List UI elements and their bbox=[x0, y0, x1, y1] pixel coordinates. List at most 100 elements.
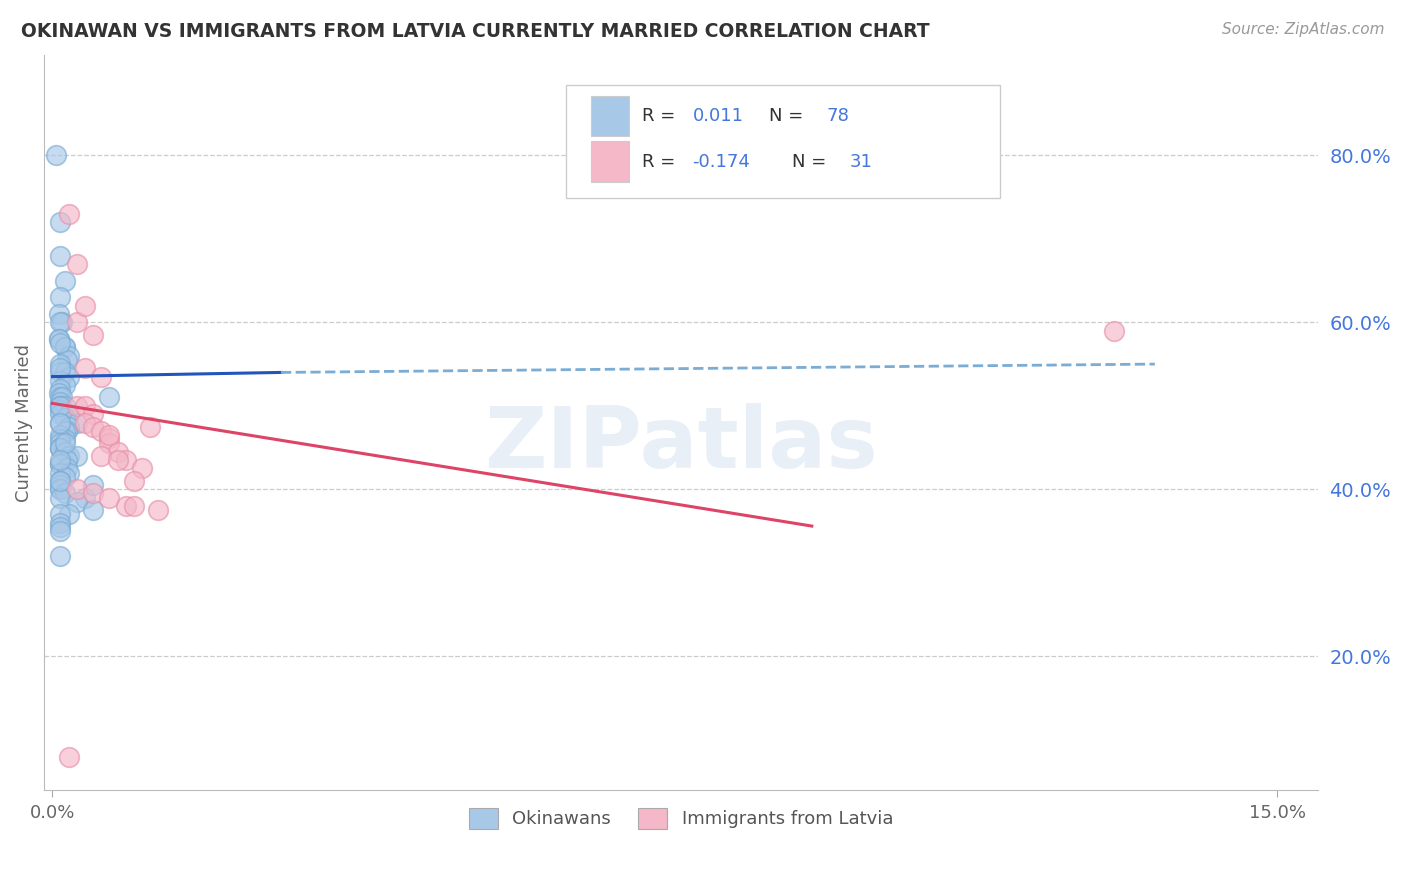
Point bbox=[107, 444, 129, 458]
Point bbox=[49, 416, 72, 430]
Point bbox=[90, 424, 112, 438]
FancyBboxPatch shape bbox=[567, 85, 1000, 198]
Text: -0.174: -0.174 bbox=[693, 153, 751, 170]
Point bbox=[53, 366, 76, 380]
Point bbox=[49, 391, 72, 405]
Point bbox=[98, 436, 121, 450]
Point bbox=[56, 424, 79, 438]
Point bbox=[122, 499, 145, 513]
Point bbox=[49, 432, 72, 446]
Text: R =: R = bbox=[641, 107, 681, 125]
Point bbox=[49, 248, 72, 262]
Point bbox=[49, 428, 72, 442]
Point bbox=[66, 449, 89, 463]
Point bbox=[66, 399, 89, 413]
Point bbox=[53, 378, 76, 392]
Point bbox=[49, 474, 72, 488]
Point bbox=[73, 399, 96, 413]
Point bbox=[53, 340, 76, 354]
Text: R =: R = bbox=[641, 153, 681, 170]
Point bbox=[49, 366, 72, 380]
Point bbox=[49, 399, 72, 413]
Point bbox=[49, 357, 72, 371]
Point bbox=[148, 503, 170, 517]
Point bbox=[49, 524, 72, 538]
Text: OKINAWAN VS IMMIGRANTS FROM LATVIA CURRENTLY MARRIED CORRELATION CHART: OKINAWAN VS IMMIGRANTS FROM LATVIA CURRE… bbox=[21, 22, 929, 41]
Legend: Okinawans, Immigrants from Latvia: Okinawans, Immigrants from Latvia bbox=[463, 801, 900, 836]
Point bbox=[49, 441, 72, 455]
Text: N =: N = bbox=[769, 107, 808, 125]
Point bbox=[82, 419, 104, 434]
Point bbox=[49, 374, 72, 388]
Point bbox=[49, 290, 72, 304]
Point bbox=[98, 391, 121, 405]
Point bbox=[53, 411, 76, 425]
Point bbox=[48, 386, 70, 401]
Point bbox=[49, 315, 72, 329]
Point bbox=[82, 486, 104, 500]
Point bbox=[58, 349, 80, 363]
Point bbox=[114, 499, 136, 513]
Point bbox=[58, 508, 80, 522]
Point bbox=[49, 483, 72, 497]
Point bbox=[49, 441, 72, 455]
Point bbox=[48, 332, 70, 346]
Text: ZIPatlas: ZIPatlas bbox=[484, 403, 877, 486]
Point bbox=[53, 274, 76, 288]
Point bbox=[51, 391, 73, 405]
Point bbox=[82, 478, 104, 492]
Point bbox=[49, 466, 72, 480]
Point bbox=[48, 307, 70, 321]
Text: 78: 78 bbox=[827, 107, 849, 125]
Point bbox=[58, 466, 80, 480]
Bar bbox=[591, 96, 628, 136]
Point bbox=[82, 407, 104, 421]
Point bbox=[73, 491, 96, 505]
Text: N =: N = bbox=[792, 153, 832, 170]
Text: 0.011: 0.011 bbox=[693, 107, 744, 125]
Point bbox=[53, 436, 76, 450]
Point bbox=[53, 432, 76, 446]
Point bbox=[56, 461, 79, 475]
Point bbox=[58, 407, 80, 421]
Point bbox=[107, 453, 129, 467]
Point bbox=[73, 299, 96, 313]
Point bbox=[58, 749, 80, 764]
Point bbox=[49, 457, 72, 471]
Point bbox=[49, 491, 72, 505]
Point bbox=[82, 327, 104, 342]
Point bbox=[53, 470, 76, 484]
Point bbox=[49, 474, 72, 488]
Point bbox=[122, 474, 145, 488]
Point bbox=[1102, 324, 1125, 338]
Point bbox=[98, 431, 121, 445]
Point bbox=[49, 403, 72, 417]
Point bbox=[56, 352, 79, 367]
Point bbox=[48, 332, 70, 346]
Point bbox=[49, 453, 72, 467]
Point bbox=[49, 516, 72, 530]
Point bbox=[49, 336, 72, 351]
Point bbox=[66, 257, 89, 271]
Text: Source: ZipAtlas.com: Source: ZipAtlas.com bbox=[1222, 22, 1385, 37]
Point bbox=[114, 453, 136, 467]
Y-axis label: Currently Married: Currently Married bbox=[15, 343, 32, 501]
Point bbox=[58, 449, 80, 463]
Point bbox=[98, 491, 121, 505]
Point bbox=[49, 399, 72, 413]
Point bbox=[139, 419, 162, 434]
Point bbox=[66, 483, 89, 497]
Point bbox=[49, 416, 72, 430]
Bar bbox=[591, 142, 628, 182]
Point bbox=[53, 399, 76, 413]
Point bbox=[58, 207, 80, 221]
Point bbox=[53, 340, 76, 354]
Point bbox=[49, 520, 72, 534]
Point bbox=[73, 361, 96, 376]
Point bbox=[49, 407, 72, 421]
Point bbox=[66, 315, 89, 329]
Point bbox=[66, 416, 89, 430]
Point bbox=[58, 419, 80, 434]
Point bbox=[49, 382, 72, 396]
Point bbox=[90, 449, 112, 463]
